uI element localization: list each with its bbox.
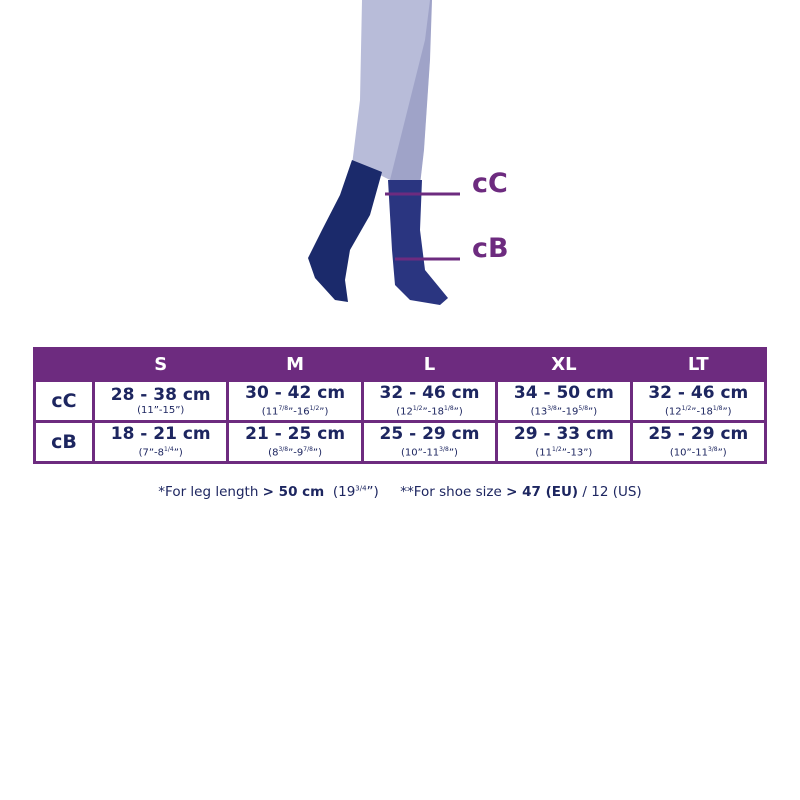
inch-text: (11”-15”): [137, 404, 185, 416]
size-cell: 34 - 50 cm (133/8”-195/8”): [495, 379, 633, 423]
header-size: LT: [630, 347, 768, 382]
inch-fraction: 1/8: [712, 404, 723, 412]
inch-range: (111/2”-13”): [498, 444, 629, 459]
legs-illustration: [308, 0, 460, 305]
inch-text: ”-13”): [561, 447, 593, 459]
size-cell: 28 - 38 cm (11”-15”): [91, 379, 230, 423]
cm-range: 18 - 21 cm: [110, 423, 211, 444]
inch-range: (133/8”-195/8”): [498, 403, 629, 418]
table-row: cC 28 - 38 cm (11”-15”) 30 - 42 cm (117/8”-1…: [33, 379, 768, 423]
leg-note-inch-fraction: 3/4: [355, 484, 367, 493]
table-row: cB 18 - 21 cm (7”-81/4”) 21 - 25 cm (83/8”-9…: [33, 420, 768, 464]
size-cell: 30 - 42 cm (117/8”-161/2”): [226, 379, 364, 423]
shoe-note-us: / 12 (US): [578, 484, 642, 500]
inch-fraction: 1/2: [681, 404, 692, 412]
size-cell: 32 - 46 cm (121/2”-181/8”): [629, 379, 768, 423]
header-size: M: [226, 347, 364, 382]
inch-text: ”): [448, 447, 458, 459]
cb-label: cB: [472, 233, 509, 264]
inch-text: ”-18: [422, 406, 444, 418]
inch-range: (121/2”-181/8”): [633, 403, 764, 418]
inch-text: (7”-8: [138, 447, 165, 459]
row-label: cB: [33, 420, 95, 464]
inch-range: (121/2”-181/8”): [364, 403, 495, 418]
header-size: XL: [495, 347, 633, 382]
inch-range: (10”-113/8”): [633, 444, 764, 459]
inch-fraction: 1/2: [309, 404, 320, 412]
inch-range: (83/8”-97/8”): [229, 444, 360, 459]
size-cell: 25 - 29 cm (10”-113/8”): [629, 420, 768, 464]
cm-range: 28 - 38 cm: [110, 384, 211, 405]
inch-range: (7”-81/4”): [95, 444, 226, 459]
cm-range: 32 - 46 cm: [379, 382, 480, 403]
inch-text: ”-19: [556, 406, 579, 418]
size-table: S M L XL LT cC 28 - 38 cm (11”-15”) 30 - 42 cm(…: [33, 347, 768, 464]
leg-note-inch: (19: [324, 484, 356, 500]
inch-text: ”-9: [288, 447, 304, 459]
inch-fraction: 1/4: [164, 445, 174, 453]
header-blank: [33, 347, 95, 382]
inch-text: ”): [173, 447, 183, 459]
cc-label: cC: [472, 168, 508, 199]
cm-range: 25 - 29 cm: [648, 423, 749, 444]
inch-fraction: 1/2: [552, 445, 562, 453]
inch-text: ”): [312, 447, 322, 459]
inch-range: (10”-113/8”): [364, 444, 495, 459]
row-label: cC: [33, 379, 95, 423]
front-sock: [308, 160, 382, 302]
header-size: L: [361, 347, 499, 382]
inch-text: (12: [396, 406, 413, 418]
front-leg: [352, 0, 430, 180]
inch-fraction: 3/8: [547, 404, 557, 412]
inch-text: ”): [319, 406, 329, 418]
inch-text: (13: [530, 406, 548, 418]
inch-text: ”): [588, 406, 598, 418]
cm-range: 30 - 42 cm: [245, 382, 346, 403]
inch-text: (10”-11: [401, 447, 440, 459]
inch-fraction: 7/8: [303, 445, 313, 453]
inch-text: (10”-11: [669, 447, 708, 459]
inch-fraction: 7/8: [278, 404, 289, 412]
leg-note: *For leg length: [158, 484, 263, 500]
inch-fraction: 3/8: [278, 445, 289, 453]
inch-range: (117/8”-161/2”): [229, 403, 360, 418]
inch-fraction: 3/8: [439, 445, 449, 453]
inch-text: ”): [717, 447, 727, 459]
inch-text: (11: [261, 406, 279, 418]
cm-range: 34 - 50 cm: [513, 382, 614, 403]
shoe-note-value: > 47 (EU): [506, 484, 579, 500]
back-sock: [388, 180, 448, 305]
leg-note-inch-end: ”): [366, 484, 379, 500]
inch-fraction: 1/2: [412, 404, 423, 412]
inch-text: (8: [268, 447, 279, 459]
size-cell: 18 - 21 cm (7”-81/4”): [91, 420, 230, 464]
cm-range: 32 - 46 cm: [648, 382, 749, 403]
size-cell: 21 - 25 cm (83/8”-97/8”): [226, 420, 364, 464]
shoe-note: **For shoe size: [378, 484, 507, 500]
cm-range: 29 - 33 cm: [513, 423, 614, 444]
size-cell: 29 - 33 cm (111/2”-13”): [495, 420, 633, 464]
inch-text: ”-16: [288, 406, 310, 418]
inch-text: ”): [722, 406, 732, 418]
inch-text: (12: [665, 406, 682, 418]
size-cell: 25 - 29 cm (10”-113/8”): [360, 420, 499, 464]
leg-note-value: > 50 cm: [262, 484, 325, 500]
header-size: S: [92, 347, 230, 382]
header-row: S M L XL LT: [33, 347, 768, 382]
footnote: *For leg length > 50 cm (193/4”) **For s…: [0, 484, 800, 500]
inch-fraction: 5/8: [578, 404, 589, 412]
size-cell: 32 - 46 cm (121/2”-181/8”): [360, 379, 499, 423]
inch-text: ”): [453, 406, 463, 418]
cm-range: 21 - 25 cm: [245, 423, 346, 444]
inch-fraction: 3/8: [707, 445, 718, 453]
inch-text: ”-18: [691, 406, 713, 418]
cm-range: 25 - 29 cm: [379, 423, 480, 444]
inch-fraction: 1/8: [444, 404, 454, 412]
inch-text: (11: [535, 447, 553, 459]
inch-range: (11”-15”): [95, 405, 226, 417]
